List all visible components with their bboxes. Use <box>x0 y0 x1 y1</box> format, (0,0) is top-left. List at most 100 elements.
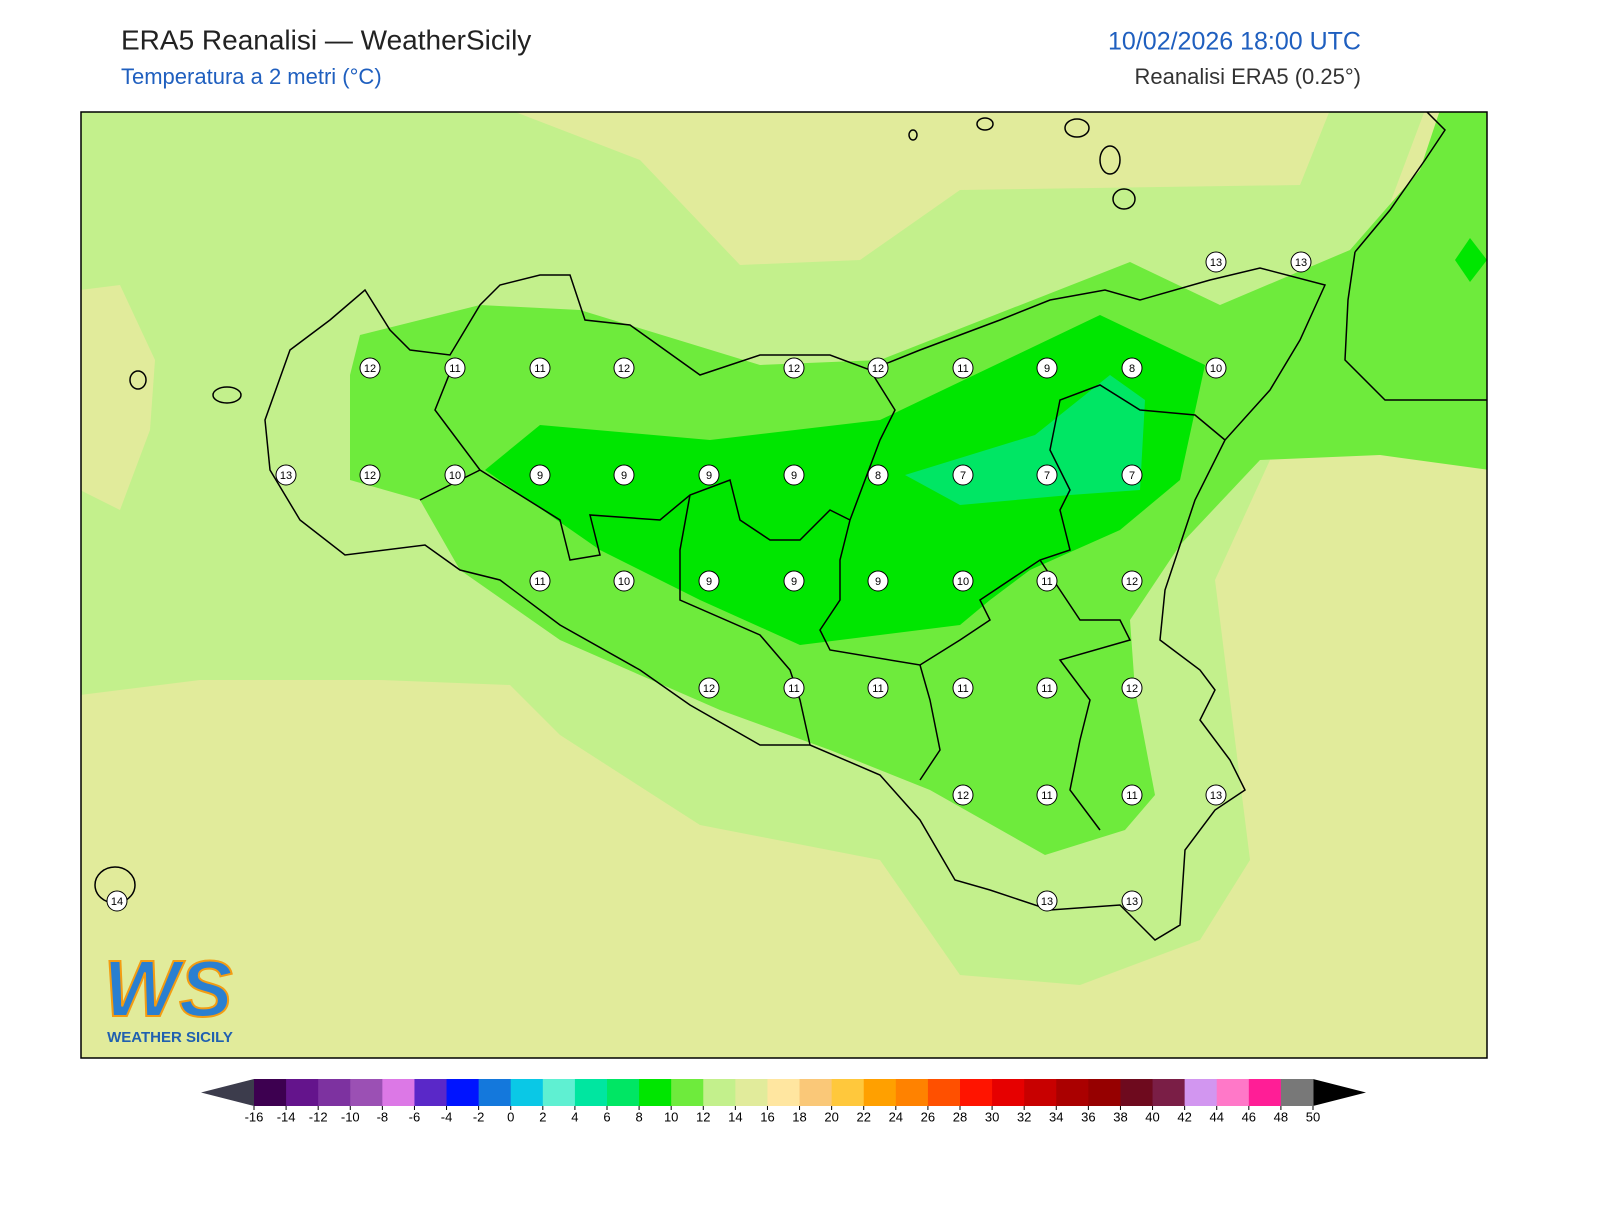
station-marker <box>1036 890 1058 912</box>
station-value: 13 <box>1126 896 1138 908</box>
colorbar-over <box>1313 1079 1366 1106</box>
temperature-field <box>81 112 1487 1058</box>
station-marker <box>1205 357 1227 379</box>
colorbar-tick-label: 38 <box>1113 1109 1127 1124</box>
station-value: 11 <box>957 363 968 375</box>
field-8-10 <box>485 315 1205 645</box>
station-value: 8 <box>875 470 881 482</box>
colorbar-tick-label: 34 <box>1049 1109 1063 1124</box>
colorbar-box <box>318 1079 351 1106</box>
station-marker <box>698 464 720 486</box>
station-value: 11 <box>1041 683 1052 695</box>
colorbar-tick-label: 18 <box>792 1109 806 1124</box>
colorbar-box <box>446 1079 480 1106</box>
colorbar-box <box>671 1079 704 1106</box>
station-value: 9 <box>621 470 627 482</box>
colorbar-tick-label: 6 <box>603 1109 610 1124</box>
station-marker <box>1036 677 1058 699</box>
colorbar-box <box>382 1079 415 1106</box>
colorbar-tick-label: -6 <box>409 1109 421 1124</box>
station-marker <box>1036 464 1058 486</box>
station-marker <box>1036 784 1058 806</box>
colorbar-box <box>542 1079 576 1106</box>
station-value: 12 <box>1126 576 1138 588</box>
station-value: 11 <box>788 683 799 695</box>
colorbar-box <box>1120 1079 1154 1106</box>
province-borders <box>419 359 1226 831</box>
station-marker <box>783 357 805 379</box>
colorbar-tick-label: 30 <box>985 1109 999 1124</box>
colorbar-tick-label: 42 <box>1177 1109 1191 1124</box>
colorbar-box <box>1248 1079 1282 1106</box>
colorbar-box <box>1056 1079 1089 1106</box>
colorbar-tick-label: 48 <box>1274 1109 1288 1124</box>
colorbar-box <box>350 1079 383 1106</box>
station-marker <box>867 464 889 486</box>
station-marker <box>1121 784 1143 806</box>
station-value: 9 <box>706 576 712 588</box>
colorbar-box <box>639 1079 672 1106</box>
field-14-16 <box>81 285 155 510</box>
colorbar-tick-label: 0 <box>507 1109 514 1124</box>
station-value: 12 <box>703 683 715 695</box>
colorbar-tick-label: 44 <box>1209 1109 1223 1124</box>
colorbar-tick-label: 26 <box>921 1109 935 1124</box>
station-value: 13 <box>1295 257 1307 269</box>
station-marker <box>952 784 974 806</box>
map-frame <box>80 111 1488 1059</box>
colorbar-tick-label: -4 <box>441 1109 453 1124</box>
station-value: 10 <box>1210 363 1222 375</box>
station-marker <box>529 357 551 379</box>
colorbar-box <box>960 1079 993 1106</box>
colorbar-box <box>510 1079 544 1106</box>
island <box>1099 145 1121 175</box>
station-marker <box>529 464 551 486</box>
station-marker <box>1121 357 1143 379</box>
station-marker <box>1205 251 1227 273</box>
colorbar-tick-label: 50 <box>1306 1109 1320 1124</box>
colorbar-box <box>767 1079 801 1106</box>
island <box>1064 118 1090 138</box>
station-marker <box>1036 570 1058 592</box>
station-marker <box>783 677 805 699</box>
title: ERA5 Reanalisi — WeatherSicily <box>121 24 531 55</box>
logo-mark: WS <box>104 944 233 1033</box>
station-marker <box>106 890 128 912</box>
island <box>976 117 994 131</box>
colorbar-tick-label: 2 <box>539 1109 546 1124</box>
colorbar-box <box>863 1079 897 1106</box>
colorbar-box <box>254 1079 287 1106</box>
station-value: 11 <box>957 683 968 695</box>
station-marker <box>613 570 635 592</box>
station-value: 11 <box>1126 790 1137 802</box>
station-value: 12 <box>364 470 376 482</box>
colorbar-box <box>703 1079 736 1106</box>
colorbar-under <box>201 1079 254 1106</box>
colorbar-tick-label: 24 <box>889 1109 903 1124</box>
subtitle: Temperatura a 2 metri (°C) <box>121 64 382 89</box>
station-value: 13 <box>1210 257 1222 269</box>
island <box>129 370 147 390</box>
station-marker <box>529 570 551 592</box>
station-marker <box>867 357 889 379</box>
station-marker <box>952 677 974 699</box>
colorbar-box <box>831 1079 865 1106</box>
station-marker <box>359 357 381 379</box>
colorbar-tick-label: 36 <box>1081 1109 1095 1124</box>
station-value: 9 <box>706 470 712 482</box>
station-marker <box>444 357 466 379</box>
colorbar-box <box>799 1079 833 1106</box>
colorbar-box <box>735 1079 768 1106</box>
station-marker <box>698 677 720 699</box>
station-value: 10 <box>618 576 630 588</box>
source: Reanalisi ERA5 (0.25°) <box>1135 64 1361 89</box>
station-marker <box>1121 890 1143 912</box>
station-value: 11 <box>534 363 545 375</box>
colorbar-tick-label: 46 <box>1242 1109 1256 1124</box>
station-marker <box>1205 784 1227 806</box>
station-marker <box>698 570 720 592</box>
station-value: 9 <box>791 576 797 588</box>
station-marker <box>1121 570 1143 592</box>
colorbar-box <box>574 1079 608 1106</box>
